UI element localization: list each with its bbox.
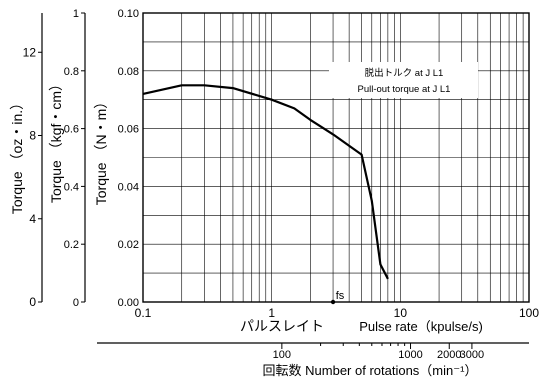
y-tick-label-kgf: 0.8 [64,66,79,78]
y-tick-label-nm: 0.06 [118,124,139,136]
y-tick-label-ozin: 0 [29,295,36,309]
grid [143,13,529,302]
y-tick-label-kgf: 0.4 [64,181,79,193]
x-tick-label: 0.1 [135,306,152,320]
y-tick-label-nm: 0.00 [118,297,139,309]
y-tick-label-kgf: 1 [73,8,79,20]
x2-tick-label: 1000 [398,349,422,361]
y-tick-label-nm: 0.04 [118,181,139,193]
y-tick-label-kgf: 0 [73,297,79,309]
x-tick-label: 100 [519,306,539,320]
y-tick-label-ozin: 8 [29,129,36,143]
x2-tick-label: 3000 [460,349,484,361]
fs-marker-label: fs [336,290,345,302]
x2-axis-title: 回転数 Number of rotations（min⁻¹） [263,363,478,378]
x-tick-label: 1 [268,306,275,320]
y-tick-label-nm: 0.10 [118,8,139,20]
x-axis-title-jp: パルスレイト [240,318,324,334]
y-axis-title-nm: Torque （N・m） [93,95,109,205]
x2-tick-label: 100 [273,349,291,361]
y-tick-label-ozin: 4 [29,212,36,226]
y-tick-label-ozin: 12 [23,45,37,59]
pull-out-torque-line [142,84,389,280]
y-tick-label-nm: 0.02 [118,239,139,251]
axes: 0.000.020.040.060.080.100.1 1 10 10000.20.4… [23,8,540,361]
x2-tick-label: 2000 [437,349,461,361]
y-tick-label-kgf: 0.2 [64,239,79,251]
y-axis-title-ozin: Torque （oz・in.） [9,96,25,214]
y-tick-label-nm: 0.08 [118,66,139,78]
y-tick-label-kgf: 0.6 [64,124,79,136]
legend-line-jp: 脱出トルク at J L1 [365,67,444,79]
y-axis-title-kgf: Torque （kgf・cm） [48,77,64,203]
series-layer [142,84,389,305]
x-axis-title-en: Pulse rate（kpulse/s) [359,319,483,334]
legend-line-en: Pull-out torque at J L1 [358,84,451,95]
plot-frame-rect [142,12,530,303]
legend-box [329,62,478,98]
plot-frame [142,12,530,303]
x-tick-label: 10 [394,306,408,320]
fs-marker-dot [330,299,336,305]
